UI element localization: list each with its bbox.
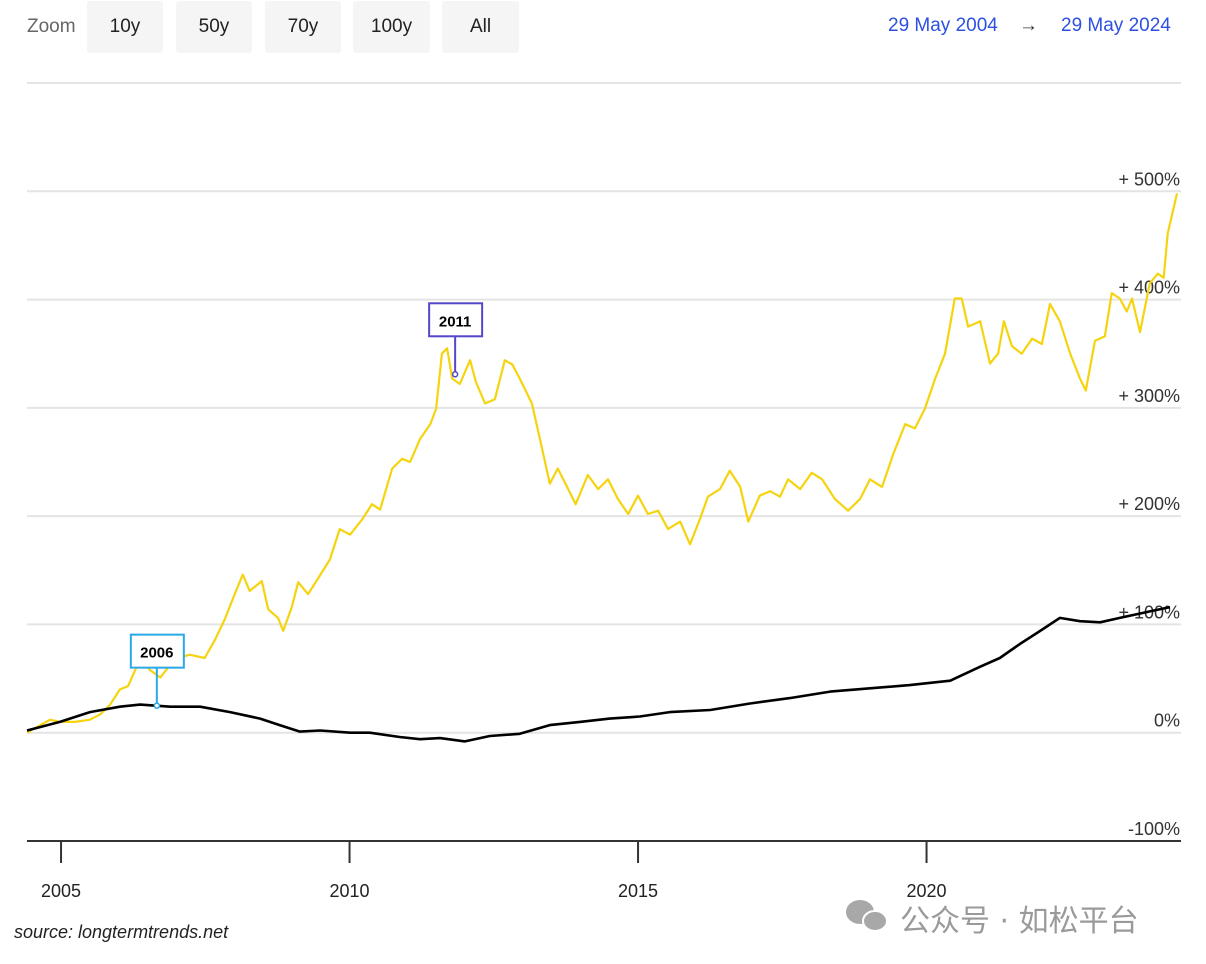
annotation-label: 2006 (140, 645, 173, 662)
zoom-button[interactable]: 100y (353, 1, 430, 53)
zoom-button[interactable]: All (442, 1, 519, 53)
range-to[interactable]: 29 May 2024 (1061, 15, 1171, 36)
annotation-box (428, 302, 484, 338)
series-line (26, 605, 1171, 743)
annotation-label: 2011 (439, 313, 472, 330)
range-arrow: → (1019, 15, 1038, 36)
annotation-point (153, 702, 161, 709)
y-tick-label: + 500% (1118, 169, 1180, 189)
zoom-button[interactable]: 50y (176, 1, 252, 53)
annotation-point (451, 371, 459, 378)
range-from[interactable]: 29 May 2004 (888, 15, 998, 36)
y-tick-label: + 200% (1118, 494, 1180, 514)
y-tick-label: + 300% (1118, 386, 1180, 406)
x-tick-label: 2010 (330, 881, 370, 901)
annotation-box (129, 633, 185, 669)
y-tick-label: 0% (1154, 711, 1180, 731)
x-tick-label: 2005 (41, 881, 81, 901)
watermark: 公众号 · 如松平台 (900, 904, 1139, 939)
series-line (26, 193, 1179, 734)
zoom-label: Zoom (27, 16, 76, 37)
x-tick-label: 2020 (907, 881, 947, 901)
x-tick-label: 2015 (618, 881, 658, 901)
y-tick-label: -100% (1128, 819, 1180, 839)
zoom-button[interactable]: 70y (265, 1, 341, 53)
wechat-icon (846, 900, 888, 932)
zoom-button[interactable]: 10y (87, 1, 163, 53)
source: source: longtermtrends.net (14, 922, 229, 942)
